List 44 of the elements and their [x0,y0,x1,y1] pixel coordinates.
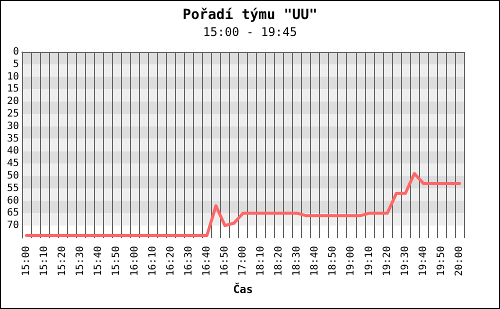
y-tick-label: 0 [12,46,19,58]
y-tick-label: 40 [6,146,19,157]
x-tick-label: 18:50 [328,246,339,276]
x-tick-label: 19:00 [346,246,357,276]
y-tick-label: 20 [6,96,19,108]
y-tick-label: 35 [6,133,19,144]
x-tick-label: 16:10 [147,246,158,276]
x-tick-label: 19:40 [418,246,429,276]
y-tick-label: 30 [6,120,19,132]
x-tick-label: 18:10 [256,246,267,276]
y-tick-label: 70 [6,220,19,232]
y-tick-label: 10 [6,71,19,82]
line-series [25,172,461,238]
x-tick-label: 18:20 [274,246,285,276]
x-tick-label: 19:30 [400,246,411,276]
y-tick-label: 60 [6,195,19,206]
x-tick-label: 15:50 [111,246,122,276]
y-tick-label: 65 [6,208,19,219]
y-tick-label: 50 [6,170,19,182]
x-tick-label: 15:40 [93,246,104,276]
x-tick-label: 16:00 [129,246,140,276]
y-tick-label: 15 [6,84,19,95]
x-axis-title: Čas [233,282,253,296]
x-tick-label: 19:10 [364,246,375,276]
chart-title: Pořadí týmu "UU" [182,7,318,23]
x-tick-label: 16:20 [165,246,176,276]
y-tick-label: 45 [6,158,19,170]
y-tick-label: 55 [6,182,19,194]
x-tick-label: 15:10 [39,246,50,276]
x-tick-label: 15:00 [21,246,32,276]
x-tick-label: 20:00 [454,246,465,276]
y-tick-label: 25 [6,108,19,120]
y-tick-label: 5 [12,58,19,70]
x-tick-label: 18:30 [292,246,303,276]
x-tick-label: 17:00 [238,246,248,276]
x-tick-label: 15:20 [57,246,68,276]
x-tick-label: 16:30 [183,246,194,276]
x-tick-label: 18:40 [310,246,321,276]
x-tick-label: 15:30 [75,246,86,276]
x-tick-label: 16:40 [201,246,212,276]
x-tick-label: 16:50 [219,246,230,276]
x-tick-label: 19:20 [382,246,393,276]
chart-subtitle: 15:00 - 19:45 [203,25,297,39]
x-tick-label: 19:50 [436,246,447,276]
